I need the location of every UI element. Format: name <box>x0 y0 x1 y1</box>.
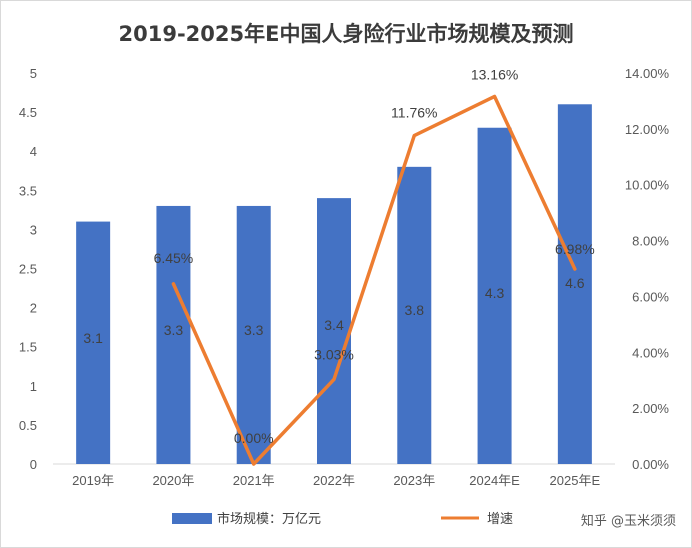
y-left-tick-label: 0 <box>30 457 37 472</box>
bar-market-size <box>156 205 191 464</box>
growth-value-label: 3.03% <box>314 346 354 362</box>
legend: 市场规模：万亿元 增速 <box>172 511 513 527</box>
y-left-tick-label: 2 <box>30 301 37 316</box>
bar-value-label: 3.3 <box>164 322 184 338</box>
x-tick-label: 2021年 <box>233 473 275 488</box>
y-right-tick-label: 8.00% <box>632 234 669 249</box>
x-tick-label: 2025年E <box>550 473 601 488</box>
legend-bar-label: 市场规模：万亿元 <box>217 511 321 527</box>
source-watermark: 知乎 @玉米须须 <box>581 513 676 529</box>
growth-line <box>171 94 577 466</box>
y-left-tick-label: 2.5 <box>19 262 37 277</box>
y-left-tick-label: 3 <box>30 222 37 237</box>
x-tick-label: 2022年 <box>313 473 355 488</box>
y-left-tick-label: 5 <box>30 66 37 81</box>
bar-value-label: 3.8 <box>405 302 425 318</box>
bar-value-label: 3.4 <box>324 317 344 333</box>
bar-market-size <box>317 198 351 464</box>
bar-market-size <box>477 127 512 465</box>
bar-market-size <box>236 205 271 464</box>
y-right-tick-label: 2.00% <box>632 401 669 416</box>
y-left-tick-label: 4.5 <box>19 105 37 120</box>
bar-value-label: 3.3 <box>244 322 264 338</box>
y-left-tick-label: 1.5 <box>19 340 37 355</box>
y-left-tick-label: 0.5 <box>19 418 37 433</box>
y-right-tick-label: 14.00% <box>625 66 670 81</box>
bar-market-size <box>397 166 432 464</box>
y-left-tick-label: 4 <box>30 144 37 159</box>
bar-market-size <box>76 221 111 464</box>
x-tick-label: 2024年E <box>469 473 520 488</box>
y-right-tick-label: 4.00% <box>632 345 669 360</box>
plot-area: 0 0.5 1 1.5 2 2.5 3 3.5 4 4.5 5 0.00% 2.00% 4.00% 6.00… <box>19 66 670 488</box>
y-right-tick-label: 10.00% <box>625 178 670 193</box>
bar-market-size <box>557 104 592 464</box>
y-right-tick-label: 12.00% <box>625 122 670 137</box>
bar-value-label: 3.1 <box>83 330 103 346</box>
x-tick-label: 2023年 <box>393 473 435 488</box>
y-right-tick-label: 6.00% <box>632 289 669 304</box>
growth-value-label: 0.00% <box>234 430 274 446</box>
legend-line-label: 增速 <box>487 512 513 527</box>
bar-value-label: 4.3 <box>485 285 505 301</box>
y-left-tick-label: 3.5 <box>19 183 37 198</box>
y-left-tick-label: 1 <box>30 379 37 394</box>
chart-title: 2019-2025年E中国人身险行业市场规模及预测 <box>119 22 574 46</box>
x-tick-label: 2019年 <box>72 473 114 488</box>
bar-value-label: 4.6 <box>565 275 585 291</box>
growth-value-label: 6.98% <box>555 241 595 257</box>
x-tick-label: 2020年 <box>152 473 194 488</box>
growth-value-label: 13.16% <box>471 66 518 82</box>
legend-bar-swatch <box>172 513 212 524</box>
growth-value-label: 11.76% <box>391 105 437 121</box>
growth-value-label: 6.45% <box>154 250 194 266</box>
y-right-tick-label: 0.00% <box>632 457 669 472</box>
